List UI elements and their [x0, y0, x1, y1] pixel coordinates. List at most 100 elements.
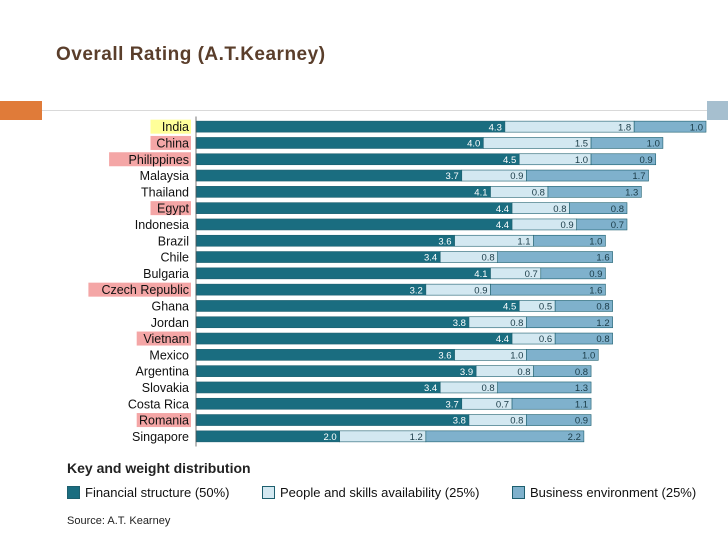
country-highlight — [88, 282, 191, 297]
data-label: 0.8 — [596, 334, 609, 345]
data-label: 4.1 — [474, 187, 487, 198]
country-label: Thailand — [141, 185, 189, 199]
data-label: 4.1 — [474, 269, 487, 280]
data-label: 1.6 — [596, 253, 609, 264]
data-label: 0.8 — [553, 204, 566, 215]
country-label: India — [162, 120, 189, 134]
legend-label-business: Business environment (25%) — [530, 485, 697, 500]
data-label: 1.7 — [632, 171, 645, 182]
people-bar — [504, 120, 635, 133]
country-highlight — [136, 331, 191, 346]
data-label: 2.2 — [568, 432, 581, 443]
legend-item-financial: Financial structure (50%) — [67, 485, 230, 500]
financial-bar — [195, 365, 477, 377]
financial-bar — [195, 169, 463, 182]
business-bar — [526, 349, 599, 361]
data-label: 1.0 — [575, 155, 588, 166]
financial-bar — [195, 397, 463, 410]
country-label: Romania — [139, 414, 189, 428]
data-label: 0.8 — [517, 367, 530, 378]
financial-bar — [195, 300, 520, 312]
data-label: 3.8 — [453, 416, 466, 427]
data-label: 3.8 — [453, 318, 466, 329]
country-label: Argentina — [135, 365, 189, 379]
business-bar — [547, 186, 642, 198]
country-label: China — [156, 136, 189, 150]
financial-bar — [195, 202, 513, 214]
legend-title: Key and weight distribution — [67, 460, 251, 476]
data-label: 4.5 — [503, 155, 516, 166]
financial-bar — [195, 332, 513, 345]
legend-swatch-business — [512, 486, 525, 499]
financial-bar — [195, 349, 455, 361]
data-label: 0.7 — [611, 220, 624, 231]
data-label: 1.2 — [410, 432, 423, 443]
data-label: 4.5 — [503, 302, 516, 313]
data-label: 0.9 — [639, 155, 652, 166]
country-label: Chile — [161, 251, 190, 265]
data-label: 0.9 — [589, 269, 602, 280]
country-label: Ghana — [151, 299, 189, 313]
data-label: 4.4 — [496, 220, 509, 231]
legend-swatch-financial — [67, 486, 80, 499]
data-label: 0.7 — [496, 399, 509, 410]
data-label: 4.4 — [496, 204, 509, 215]
data-label: 0.8 — [611, 204, 624, 215]
data-label: 0.6 — [539, 334, 552, 345]
business-bar — [633, 120, 707, 133]
country-label: Singapore — [132, 430, 189, 444]
country-label: Vietnam — [143, 332, 189, 346]
country-highlight — [150, 201, 191, 216]
business-bar — [526, 169, 649, 182]
business-bar — [540, 267, 606, 280]
financial-bar — [195, 316, 470, 329]
data-label: 0.9 — [560, 220, 573, 231]
financial-bar — [195, 267, 491, 280]
data-label: 1.0 — [690, 122, 703, 133]
data-label: 1.3 — [625, 187, 638, 198]
country-highlight — [150, 119, 191, 134]
data-label: 4.4 — [496, 334, 509, 345]
decorative-bar-right — [707, 101, 728, 120]
business-bar — [490, 283, 606, 296]
business-bar — [511, 397, 592, 410]
financial-bar — [195, 251, 441, 263]
data-label: 0.5 — [539, 302, 552, 313]
data-label: 0.8 — [510, 318, 523, 329]
data-label: 0.8 — [575, 367, 588, 378]
business-bar — [554, 332, 613, 345]
data-label: 3.4 — [424, 383, 437, 394]
data-label: 1.8 — [618, 122, 631, 133]
financial-bar — [195, 218, 513, 231]
legend-item-business: Business environment (25%) — [512, 485, 696, 500]
data-label: 0.9 — [575, 416, 588, 427]
data-label: 3.2 — [410, 285, 423, 296]
data-label: 1.5 — [575, 139, 588, 150]
data-label: 1.0 — [582, 350, 595, 361]
business-bar — [497, 381, 592, 394]
financial-bar — [195, 120, 506, 133]
data-label: 1.1 — [575, 399, 588, 410]
data-label: 3.6 — [438, 236, 451, 247]
data-label: 1.0 — [647, 139, 660, 150]
source-note: Source: A.T. Kearney — [67, 515, 171, 527]
country-label: Indonesia — [135, 218, 189, 232]
financial-bar — [195, 234, 455, 247]
business-bar — [569, 202, 628, 214]
financial-bar — [195, 137, 484, 149]
data-label: 0.8 — [596, 302, 609, 313]
page-title: Overall Rating (A.T.Kearney) — [56, 44, 326, 65]
data-label: 0.8 — [481, 253, 494, 264]
data-label: 0.8 — [481, 383, 494, 394]
country-label: Mexico — [149, 348, 189, 362]
data-label: 0.7 — [525, 269, 538, 280]
data-label: 0.8 — [532, 187, 545, 198]
financial-bar — [195, 283, 427, 296]
business-bar — [526, 414, 592, 426]
business-bar — [590, 153, 657, 166]
data-label: 1.3 — [575, 383, 588, 394]
financial-bar — [195, 381, 441, 394]
data-label: 3.7 — [446, 171, 459, 182]
data-label: 0.9 — [510, 171, 523, 182]
financial-bar — [195, 186, 491, 198]
